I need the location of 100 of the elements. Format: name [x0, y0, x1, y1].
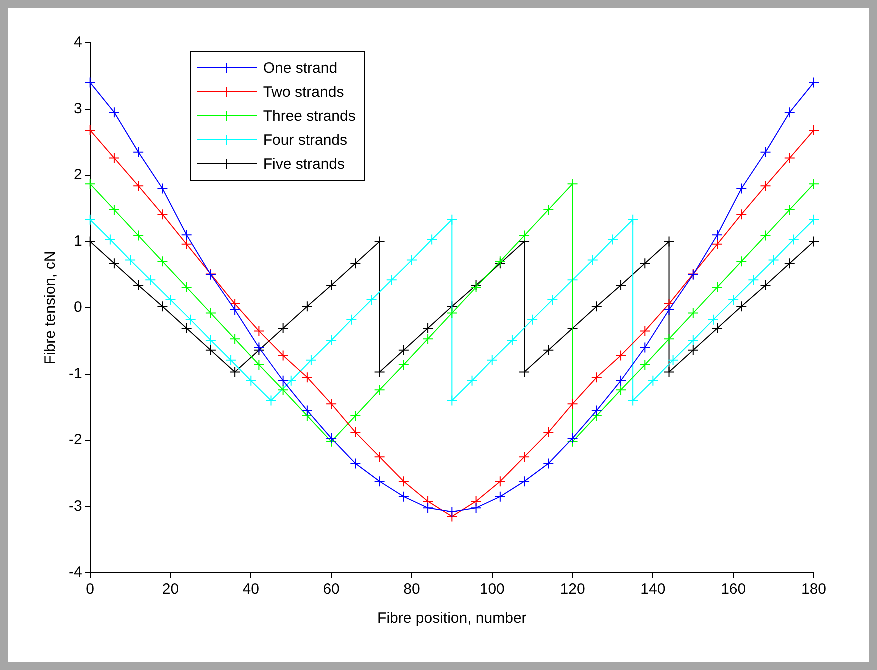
point — [246, 375, 257, 386]
point — [254, 326, 265, 337]
point — [470, 502, 482, 514]
point — [808, 124, 820, 136]
point — [133, 146, 144, 158]
point — [788, 234, 800, 246]
point — [712, 282, 724, 293]
point — [84, 124, 96, 136]
point — [640, 342, 651, 354]
point — [350, 258, 362, 270]
point — [808, 236, 820, 248]
point — [133, 180, 144, 192]
point — [712, 323, 724, 334]
point — [374, 476, 386, 488]
point — [350, 410, 362, 422]
point — [446, 506, 458, 518]
point — [640, 258, 651, 270]
point — [286, 375, 297, 386]
point — [302, 405, 313, 416]
point — [84, 77, 96, 88]
point — [157, 183, 168, 194]
point — [226, 354, 237, 366]
point — [587, 254, 598, 266]
point — [616, 280, 627, 291]
point — [748, 274, 760, 286]
x-tick-label: 60 — [323, 581, 340, 598]
y-tick-label: -3 — [68, 498, 82, 515]
point — [374, 366, 386, 378]
legend-label: Five strands — [263, 156, 346, 172]
point — [784, 204, 796, 216]
point — [254, 342, 265, 354]
point — [688, 308, 699, 319]
legend-label: Four strands — [263, 132, 348, 148]
point — [519, 366, 530, 378]
y-tick-label: -4 — [68, 564, 82, 582]
point — [591, 372, 602, 384]
point — [736, 209, 748, 220]
point — [466, 375, 478, 386]
point — [205, 334, 216, 346]
point — [712, 230, 724, 241]
point — [446, 395, 458, 406]
point — [688, 334, 699, 346]
point — [768, 254, 780, 266]
point — [84, 214, 96, 226]
point — [157, 301, 168, 312]
point — [543, 458, 554, 470]
point — [181, 323, 192, 334]
x-tick-label: 80 — [404, 581, 420, 598]
point — [736, 256, 748, 268]
x-tick-label: 20 — [162, 581, 180, 598]
point — [302, 372, 313, 384]
point — [668, 354, 679, 366]
point — [374, 236, 386, 248]
legend-label: Three strands — [263, 108, 356, 124]
point — [230, 334, 241, 345]
point — [181, 230, 192, 241]
point — [350, 458, 362, 470]
point — [728, 294, 740, 306]
point — [760, 180, 772, 192]
point — [346, 314, 358, 326]
point — [108, 107, 120, 118]
point — [278, 350, 289, 362]
point — [374, 452, 386, 463]
point — [664, 334, 675, 345]
point — [205, 308, 216, 319]
x-tick-label: 100 — [480, 581, 505, 598]
point — [784, 258, 796, 270]
point — [519, 476, 530, 488]
point — [784, 152, 796, 164]
point — [422, 323, 434, 334]
point — [760, 230, 772, 242]
point — [648, 375, 659, 386]
point — [486, 354, 498, 366]
point — [157, 209, 168, 220]
y-tick-label: -1 — [68, 365, 82, 382]
point — [760, 146, 772, 158]
point — [607, 234, 618, 246]
point — [374, 384, 386, 396]
point — [386, 274, 398, 286]
point — [185, 314, 196, 326]
point — [547, 294, 558, 306]
point — [784, 107, 796, 118]
point — [628, 214, 639, 226]
point — [398, 476, 410, 488]
point — [398, 359, 410, 370]
point — [125, 254, 136, 266]
y-axis-title: Fibre tension, cN — [42, 251, 60, 365]
point — [519, 230, 530, 242]
y-tick-label: 2 — [74, 166, 82, 184]
point — [181, 238, 192, 250]
point — [519, 452, 530, 463]
point — [808, 214, 820, 226]
point — [708, 314, 719, 326]
point — [165, 294, 176, 306]
x-tick-label: 0 — [86, 581, 95, 598]
point — [104, 234, 116, 246]
point — [736, 301, 748, 312]
point — [108, 258, 120, 270]
point — [350, 427, 362, 438]
point — [278, 375, 289, 386]
